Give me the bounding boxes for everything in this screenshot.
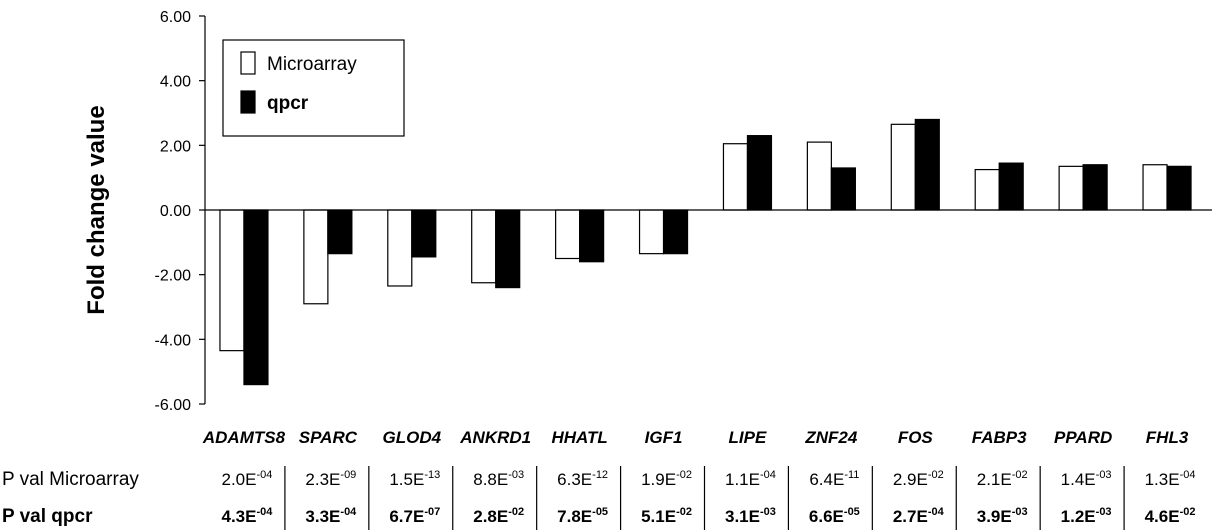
gene-label: FHL3 bbox=[1146, 428, 1189, 447]
pvalue-cell: 6.7E-07 bbox=[389, 506, 440, 526]
gene-labels: ADAMTS8 SPARC GLOD4 ANKRD1 HHATL IGF1 LIPE ZNF2… bbox=[202, 428, 1189, 447]
gene-label: LIPE bbox=[729, 428, 767, 447]
gene-label: ZNF24 bbox=[804, 428, 858, 447]
bar-microarray-ankrd1 bbox=[471, 209, 497, 284]
bar-microarray-adamts8 bbox=[219, 209, 245, 352]
gene-label: FOS bbox=[898, 428, 934, 447]
bar-microarray-znf24 bbox=[806, 141, 832, 211]
pvalue-cell: 3.9E-03 bbox=[977, 506, 1028, 526]
bar-qpcr-lipe bbox=[746, 135, 773, 211]
bar-microarray-ppard bbox=[1058, 165, 1084, 211]
gene-label: IGF1 bbox=[645, 428, 683, 447]
bar-qpcr-fabp3 bbox=[998, 162, 1024, 211]
y-tick-label: 4.00 bbox=[160, 74, 191, 91]
pvalue-cell: 6.6E-05 bbox=[809, 506, 860, 526]
pvalue-cell: 1.3E-04 bbox=[1145, 469, 1196, 489]
bar-microarray-fabp3 bbox=[974, 168, 1000, 211]
bar-microarray-fhl3 bbox=[1142, 164, 1168, 211]
pvalue-cell: 7.8E-05 bbox=[557, 506, 608, 526]
pvalue-cell: 2.3E-09 bbox=[305, 469, 356, 489]
bars bbox=[219, 118, 1192, 386]
y-axis-label: Fold change value bbox=[83, 105, 110, 314]
pvalue-cell: 8.8E-03 bbox=[473, 469, 524, 489]
bar-qpcr-sparc bbox=[327, 209, 353, 255]
y-tick-label: 0.00 bbox=[160, 203, 191, 220]
bar-qpcr-glod4 bbox=[411, 209, 437, 258]
gene-label: ADAMTS8 bbox=[202, 428, 286, 447]
pvalue-cell: 2.8E-02 bbox=[473, 506, 524, 526]
legend-swatch-microarray bbox=[240, 51, 256, 75]
legend-label-qpcr: qpcr bbox=[267, 93, 309, 114]
pvalue-cell: 1.2E-03 bbox=[1061, 506, 1112, 526]
pvalue-cell: 2.7E-04 bbox=[893, 506, 945, 526]
pvalue-cell: 6.4E-11 bbox=[809, 469, 859, 489]
pvalue-cell: 2.0E-04 bbox=[222, 469, 273, 489]
pvalue-cell: 4.6E-02 bbox=[1145, 506, 1196, 526]
gene-label: GLOD4 bbox=[383, 428, 442, 447]
y-tick-label: 2.00 bbox=[160, 138, 191, 155]
gene-label: ANKRD1 bbox=[459, 428, 531, 447]
bar-microarray-glod4 bbox=[387, 209, 413, 287]
bar-microarray-lipe bbox=[722, 143, 749, 211]
pvalue-cell: 3.3E-04 bbox=[305, 506, 357, 526]
gene-label: PPARD bbox=[1054, 428, 1112, 447]
y-tick-label: 6.00 bbox=[160, 9, 191, 26]
pvalue-cell: 1.9E-02 bbox=[641, 469, 692, 489]
y-axis bbox=[199, 15, 206, 405]
bar-microarray-hhatl bbox=[555, 209, 581, 260]
pvalue-cell: 1.5E-13 bbox=[389, 469, 440, 489]
bar-qpcr-znf24 bbox=[830, 167, 856, 211]
gene-label: FABP3 bbox=[972, 428, 1027, 447]
pvalue-cell: 2.9E-02 bbox=[893, 469, 944, 489]
pvalue-row-label: P val qpcr bbox=[2, 506, 93, 527]
bar-qpcr-ppard bbox=[1082, 164, 1108, 211]
bar-qpcr-hhatl bbox=[579, 209, 605, 263]
y-tick-label: -2.00 bbox=[155, 268, 192, 285]
gene-label: SPARC bbox=[299, 428, 358, 447]
pvalue-cell: 5.1E-02 bbox=[641, 506, 692, 526]
y-tick-label: -4.00 bbox=[155, 332, 192, 349]
y-tick-labels: 6.00 4.00 2.00 0.00 -2.00 -4.00 -6.00 bbox=[155, 9, 192, 414]
pvalue-cell: 1.1E-04 bbox=[725, 469, 776, 489]
pvalue-cell: 4.3E-04 bbox=[222, 506, 274, 526]
bar-microarray-fos bbox=[890, 123, 916, 211]
bar-microarray-sparc bbox=[303, 209, 329, 305]
pvalue-cell: 2.1E-02 bbox=[977, 469, 1028, 489]
pvalue-row-label: P val Microarray bbox=[2, 469, 139, 490]
bar-qpcr-igf1 bbox=[662, 209, 689, 255]
pvalue-table: P val Microarray 2.0E-04 2.3E-09 1.5E-13 8.8… bbox=[2, 466, 1195, 530]
legend: Microarray qpcr bbox=[222, 39, 405, 137]
bar-microarray-igf1 bbox=[638, 209, 665, 255]
gene-label: HHATL bbox=[551, 428, 607, 447]
legend-label-microarray: Microarray bbox=[267, 54, 357, 75]
pvalue-cell: 3.1E-03 bbox=[725, 506, 776, 526]
bar-qpcr-fos bbox=[914, 118, 940, 211]
bar-qpcr-adamts8 bbox=[243, 209, 269, 386]
bar-qpcr-ankrd1 bbox=[495, 209, 521, 289]
y-tick-label: -6.00 bbox=[155, 397, 192, 414]
pvalue-cell: 1.4E-03 bbox=[1061, 469, 1112, 489]
bar-qpcr-fhl3 bbox=[1166, 165, 1192, 211]
pvalue-cell: 6.3E-12 bbox=[557, 469, 608, 489]
legend-swatch-qpcr bbox=[240, 90, 256, 114]
